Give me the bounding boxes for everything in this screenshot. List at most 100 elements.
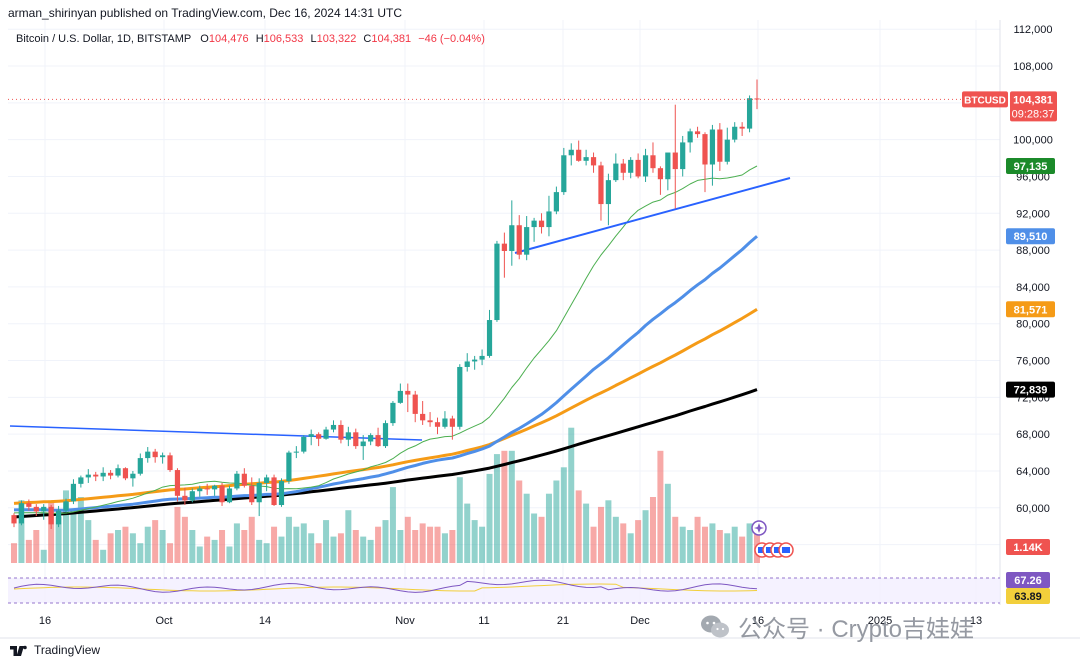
candle-body [524,227,530,255]
volume-bar [107,533,114,563]
rsi-value-label-bg [1006,572,1050,588]
change-value: −46 (−0.04%) [418,33,485,45]
volume-bar [144,526,151,563]
volume-bar [248,516,255,563]
volume-bar [471,520,478,563]
volume-bar [739,536,746,563]
candle-body [264,477,270,483]
candle-body [271,477,277,506]
ma20-price-label-bg [1006,158,1055,175]
candle-body [642,155,649,177]
watermark: 公众号 · Crypto吉娃娃 [700,609,974,644]
flag-stripe [774,547,782,553]
candle-body [590,157,597,166]
candle-body [375,435,381,447]
high-value: 106,533 [263,33,304,45]
volume-bar [137,543,144,563]
candle-body [538,220,545,228]
volume-bar [412,530,419,563]
volume-bar [219,530,226,563]
volume-bar [63,490,70,563]
volume-bar [375,526,382,563]
flag-stripe [758,547,766,553]
x-tick-label: 16 [752,615,764,627]
volume-bar [404,516,411,563]
volume-bar [568,427,575,563]
candle-body [219,485,225,503]
candle-body [501,243,507,252]
candle-body [390,402,396,424]
candle-body [442,418,448,427]
tradingview-branding[interactable]: TradingView [10,643,100,657]
volume-bar [560,467,567,563]
candle-body [338,424,344,440]
candle-body [709,129,716,165]
candle-body [48,506,54,525]
volume-bar [687,530,694,563]
countdown-label: 09:28:37 [1012,108,1055,120]
candle-body [189,491,195,501]
volume-bar [449,530,456,563]
candle-body [412,394,418,414]
x-tick-label: 21 [557,615,569,627]
candle-body [85,474,91,478]
candle-body [345,432,351,440]
x-tick-label: 16 [39,615,51,627]
volume-bar [77,497,84,563]
candle-body [546,211,552,228]
symbol-title: Bitcoin / U.S. Dollar, 1D, BITSTAMP [16,33,192,45]
volume-bar [159,530,166,563]
volume-bar [664,483,671,563]
volume-bar [360,536,367,563]
volume-bar [196,546,203,563]
sparkle-icon [754,523,764,533]
volume-bar [672,516,679,563]
candle-body [286,452,292,482]
candle-body [167,455,173,471]
volume-bar [174,506,181,563]
candle-body [568,149,574,156]
volume-bar [330,536,337,563]
volume-bar [18,500,25,563]
candle-body [397,390,403,403]
ohlc-legend: Bitcoin / U.S. Dollar, 1D, BITSTAMP O104… [16,33,489,45]
volume-bar [11,543,17,563]
candle-body [479,355,485,360]
candle-body [724,139,730,162]
y-tick-label: 96,000 [1016,171,1050,183]
candle-body [732,126,738,140]
candle-body [174,470,181,496]
candle-body [694,131,701,135]
x-tick-label: Nov [395,615,415,627]
candle-body [509,225,515,252]
candle-body [152,451,158,458]
candle-body [531,220,537,228]
volume-bar [657,450,664,563]
candle-body [457,366,463,427]
candle-body [635,159,641,177]
volume-bar [583,503,590,563]
volume-bar [724,533,731,563]
last-price-label: 104,381 [1013,94,1053,106]
high-label: H [255,33,264,45]
candle-body [576,149,582,161]
volume-bar [345,510,352,563]
y-tick-label: 100,000 [1013,135,1053,147]
candle-body [486,320,493,356]
volume-bar [181,516,188,563]
candle-body [100,472,106,477]
volume-bar [278,536,285,563]
volume-bar [701,526,708,563]
y-tick-label: 68,000 [1016,429,1050,441]
volume-bar [315,543,322,563]
volume-bar [204,536,211,563]
volume-bar [337,533,344,563]
volume-bar [553,480,560,563]
y-tick-label: 60,000 [1016,503,1050,515]
candle-body [122,468,129,479]
volume-bar [129,533,136,563]
volume-bar [434,526,441,563]
candle-body [680,142,686,170]
volume-bar [746,523,753,563]
